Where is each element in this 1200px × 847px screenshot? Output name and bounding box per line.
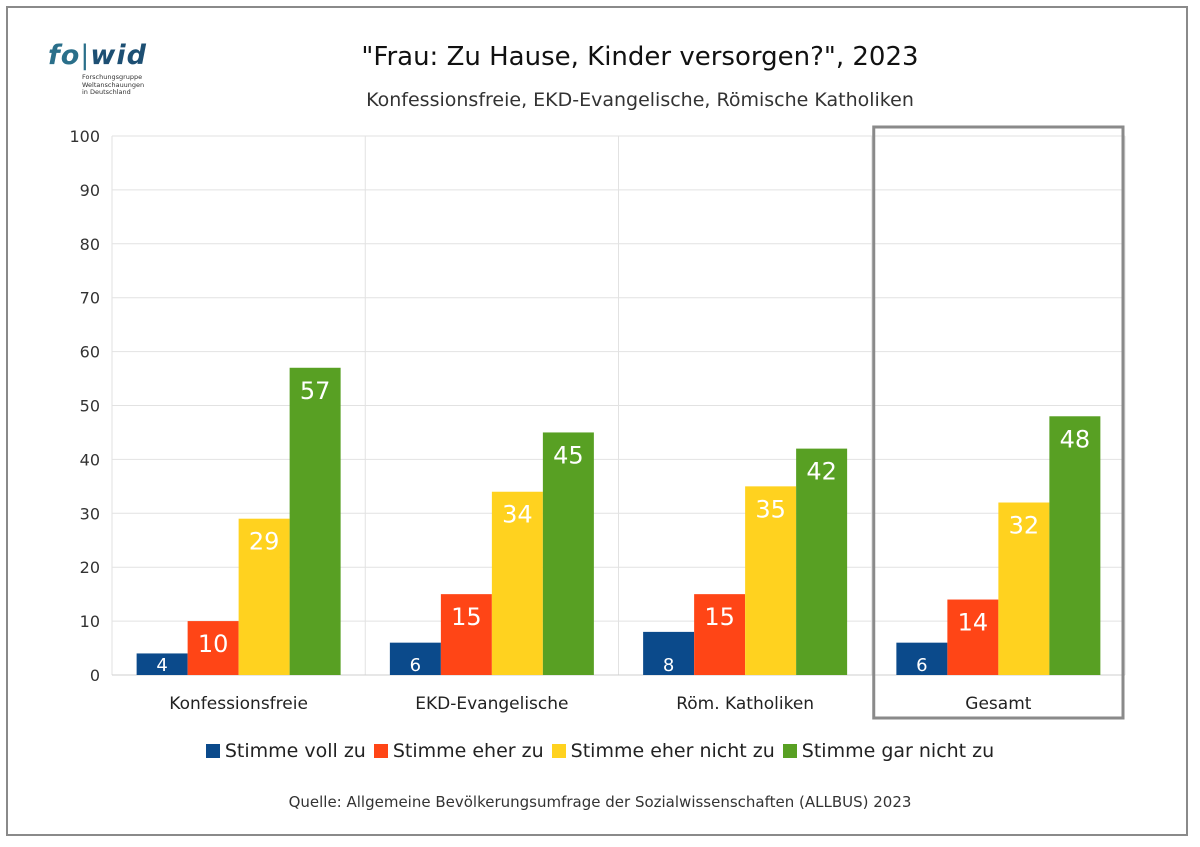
x-tick-label: Gesamt [965,694,1031,714]
legend-swatch [373,744,388,758]
y-tick-label: 40 [80,450,100,469]
bar [947,599,999,675]
bar [136,653,188,675]
chart-title: "Frau: Zu Hause, Kinder versorgen?", 202… [361,42,919,72]
logo-sub-line: Weltanschauungen [82,80,145,89]
data-label: 32 [1009,512,1040,540]
bar [745,486,797,675]
source-note: Quelle: Allgemeine Bevölkerungsumfrage d… [288,793,912,811]
data-label: 15 [451,603,482,631]
bar [796,448,848,675]
data-label: 57 [300,377,331,405]
bar [998,502,1050,675]
y-tick-label: 60 [80,343,100,362]
data-label: 34 [502,501,533,529]
legend-label: Stimme eher nicht zu [570,740,775,762]
data-label: 6 [410,655,421,676]
x-tick-label: Röm. Katholiken [676,694,814,714]
data-label: 48 [1060,425,1091,453]
legend-label: Stimme gar nicht zu [801,740,995,762]
legend-item: Stimme eher zu [373,740,544,762]
chart-frame [6,6,1188,836]
legend-swatch [782,744,797,758]
data-label: 6 [916,655,927,676]
y-tick-label: 20 [80,558,100,577]
y-tick-label: 10 [80,612,100,631]
y-tick-label: 70 [80,289,100,308]
bar [389,642,441,675]
data-label: 4 [156,655,167,676]
bar [1049,416,1101,675]
logo-bar: | [80,40,91,71]
logo-wordmark: fo|wid [48,40,147,71]
chart-subtitle: Konfessionsfreie, EKD-Evangelische, Römi… [366,89,914,111]
logo-sub-line: Forschungsgruppe [82,73,143,81]
bar [238,518,290,675]
y-tick-label: 0 [90,666,100,685]
legend-label: Stimme eher zu [392,740,544,762]
bar [187,621,239,675]
legend-swatch [551,744,566,758]
fowid-logo: fo|wid Forschungsgruppe Weltanschauungen… [48,40,158,110]
bar [289,367,341,675]
legend-swatch [205,744,220,758]
y-tick-label: 30 [80,504,100,523]
data-label: 8 [663,655,674,676]
legend-item: Stimme eher nicht zu [551,740,775,762]
bar [440,594,492,675]
legend-item: Stimme gar nicht zu [782,740,995,762]
x-tick-label: EKD-Evangelische [415,694,568,714]
logo-wid: wid [90,40,147,71]
logo-subtitle: Forschungsgruppe Weltanschauungen in Deu… [82,73,145,97]
y-tick-label: 50 [80,397,100,416]
legend-item: Stimme voll zu [205,740,366,762]
bar [491,491,543,675]
bar [542,432,594,675]
bar [643,631,695,675]
y-tick-label: 100 [69,127,100,146]
data-label: 10 [198,630,229,658]
legend-label: Stimme voll zu [224,740,366,762]
logo-fo: fo [48,40,81,71]
x-tick-label: Konfessionsfreie [169,694,308,714]
data-label: 14 [958,609,989,637]
y-tick-label: 80 [80,235,100,254]
data-label: 45 [553,441,584,469]
highlight-box [872,125,1125,720]
data-label: 15 [704,603,735,631]
y-tick-label: 90 [80,181,100,200]
data-label: 42 [806,458,837,486]
data-label: 29 [249,528,280,556]
bar [694,594,746,675]
data-label: 35 [755,495,786,523]
chart-legend: Stimme voll zu Stimme eher zu Stimme eher … [0,740,1200,763]
bar [896,642,948,675]
logo-sub-line: in Deutschland [82,88,131,96]
